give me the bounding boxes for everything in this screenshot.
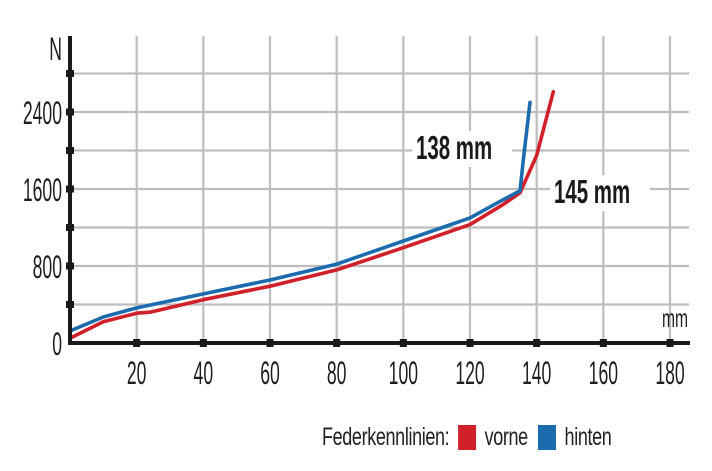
svg-text:20: 20 <box>127 357 147 392</box>
svg-text:80: 80 <box>327 357 347 392</box>
x-axis-unit: mm <box>662 304 688 333</box>
x-tick-label: 60 <box>260 357 280 392</box>
svg-text:40: 40 <box>194 357 214 392</box>
x-tick-label: 120 <box>455 357 484 392</box>
x-tick-label: 140 <box>522 357 551 392</box>
legend-item-hinten: hinten <box>537 422 612 452</box>
x-tick-mark <box>666 339 674 347</box>
axis-labels: 2400 1600 800 0 N 20 40 60 80 100 120 140 160 180 mm <box>23 33 688 392</box>
y-tick-label: 2400 <box>23 97 62 132</box>
x-tick-label: 40 <box>194 357 214 392</box>
svg-text:100: 100 <box>389 357 418 392</box>
legend-swatch-hinten <box>537 424 556 450</box>
y-tick-label: 800 <box>33 251 62 286</box>
x-tick-mark <box>333 339 341 347</box>
legend-item-vorne: vorne <box>457 422 529 452</box>
svg-text:mm: mm <box>662 304 688 333</box>
axes <box>66 36 690 347</box>
y-tick-mark <box>66 301 74 308</box>
y-tick-mark <box>66 147 74 154</box>
svg-text:120: 120 <box>455 357 484 392</box>
annotation-hinten-bg <box>412 131 512 167</box>
svg-text:138 mm: 138 mm <box>416 129 492 166</box>
svg-text:N: N <box>49 33 62 68</box>
y-tick-mark <box>66 262 74 270</box>
svg-text:1600: 1600 <box>23 174 62 209</box>
x-tick-mark <box>399 339 407 347</box>
legend-swatch-vorne <box>457 424 476 450</box>
y-tick-mark <box>66 185 74 193</box>
y-tick-mark <box>66 108 74 116</box>
annotation-vorne-bg <box>550 175 650 211</box>
series-line-hinten <box>68 100 532 333</box>
x-tick-label: 160 <box>589 357 618 392</box>
x-tick-label: 180 <box>655 357 684 392</box>
legend-label-hinten: hinten <box>564 422 612 451</box>
x-tick-label: 100 <box>389 357 418 392</box>
y-tick-label: 1600 <box>23 174 62 209</box>
svg-text:180: 180 <box>655 357 684 392</box>
x-tick-label: 80 <box>327 357 347 392</box>
x-tick-mark <box>533 339 541 347</box>
x-tick-mark <box>133 339 141 347</box>
svg-text:800: 800 <box>33 251 62 286</box>
legend: Federkennlinien: vorne hinten <box>322 420 712 454</box>
x-tick-mark <box>266 339 274 347</box>
svg-text:60: 60 <box>260 357 280 392</box>
legend-title: Federkennlinien: <box>322 422 450 451</box>
y-tick-mark <box>66 70 74 77</box>
x-tick-label: 20 <box>127 357 147 392</box>
y-tick-mark <box>66 224 74 231</box>
svg-text:145 mm: 145 mm <box>554 173 630 210</box>
y-tick-label: 0 <box>52 328 62 363</box>
x-tick-mark <box>599 339 607 347</box>
svg-text:0: 0 <box>52 328 62 363</box>
x-tick-mark <box>466 339 474 347</box>
series-lines <box>68 90 556 341</box>
svg-text:2400: 2400 <box>23 97 62 132</box>
svg-text:160: 160 <box>589 357 618 392</box>
annotation-hinten: 138 mm <box>416 129 492 166</box>
legend-label-vorne: vorne <box>484 422 529 451</box>
x-tick-mark <box>199 339 207 347</box>
y-axis-unit: N <box>49 33 62 68</box>
annotations: 138 mm 145 mm <box>412 129 650 211</box>
svg-text:140: 140 <box>522 357 551 392</box>
annotation-vorne: 145 mm <box>554 173 630 210</box>
